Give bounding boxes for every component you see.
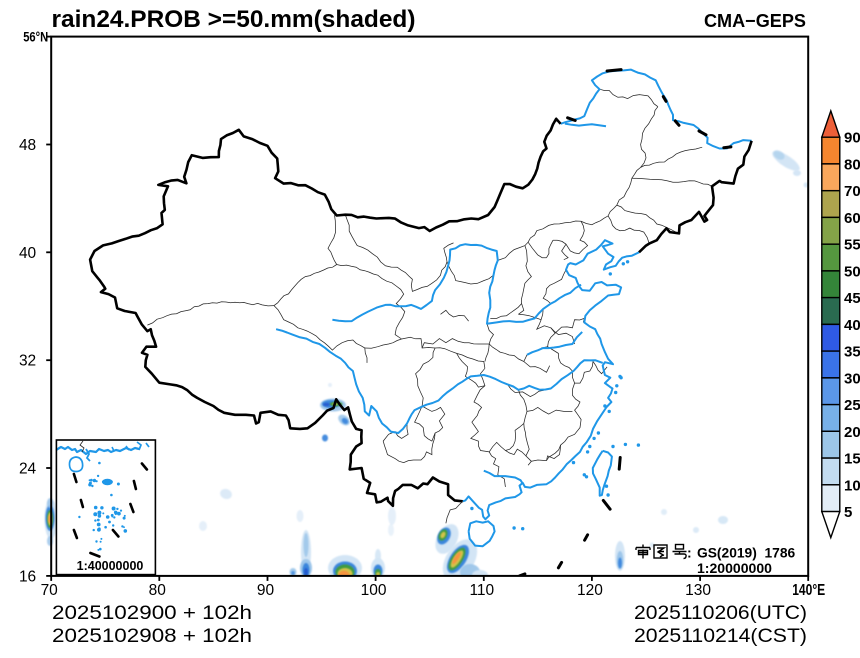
svg-text:80: 80	[149, 582, 167, 599]
svg-text:20: 20	[844, 424, 860, 441]
svg-text:120: 120	[577, 582, 603, 599]
svg-text:rain24.PROB >=50.mm(shaded): rain24.PROB >=50.mm(shaded)	[52, 6, 416, 33]
svg-text:60: 60	[844, 210, 860, 227]
svg-text:100: 100	[361, 582, 387, 599]
svg-text:56°N: 56°N	[23, 29, 48, 45]
svg-text:2025102908 + 102h: 2025102908 + 102h	[52, 625, 252, 647]
svg-text:130: 130	[685, 582, 711, 599]
svg-text:16: 16	[19, 568, 36, 585]
svg-text:70: 70	[844, 183, 860, 200]
svg-text:90: 90	[844, 130, 860, 147]
svg-text::: :	[687, 545, 692, 561]
svg-text:30: 30	[844, 370, 860, 387]
svg-text:45: 45	[844, 290, 860, 307]
svg-text:10: 10	[844, 477, 860, 494]
svg-text:2025110214(CST): 2025110214(CST)	[634, 625, 807, 647]
svg-text:48: 48	[19, 137, 36, 154]
svg-text:25: 25	[844, 397, 860, 414]
svg-text:35: 35	[844, 344, 860, 361]
svg-text:50: 50	[844, 263, 860, 280]
svg-text:1:20000000: 1:20000000	[697, 560, 772, 576]
svg-text:40: 40	[19, 245, 37, 262]
svg-text:55: 55	[844, 237, 860, 254]
svg-text:40: 40	[844, 317, 860, 334]
svg-text:1:40000000: 1:40000000	[77, 559, 144, 573]
svg-text:80: 80	[844, 156, 860, 173]
svg-text:GS(2019) 1786: GS(2019) 1786	[697, 546, 796, 561]
svg-text:15: 15	[844, 451, 860, 468]
svg-text:90: 90	[257, 582, 275, 599]
svg-text:32: 32	[19, 353, 36, 370]
svg-text:24: 24	[19, 461, 37, 478]
svg-text:5: 5	[844, 504, 852, 521]
svg-text:110: 110	[469, 582, 494, 599]
svg-text:2025110206(UTC): 2025110206(UTC)	[634, 602, 807, 624]
svg-text:2025102900 + 102h: 2025102900 + 102h	[52, 602, 252, 624]
svg-text:140°E: 140°E	[792, 582, 825, 599]
svg-text:70: 70	[41, 582, 59, 599]
svg-text:CMA−GEPS: CMA−GEPS	[704, 10, 806, 31]
